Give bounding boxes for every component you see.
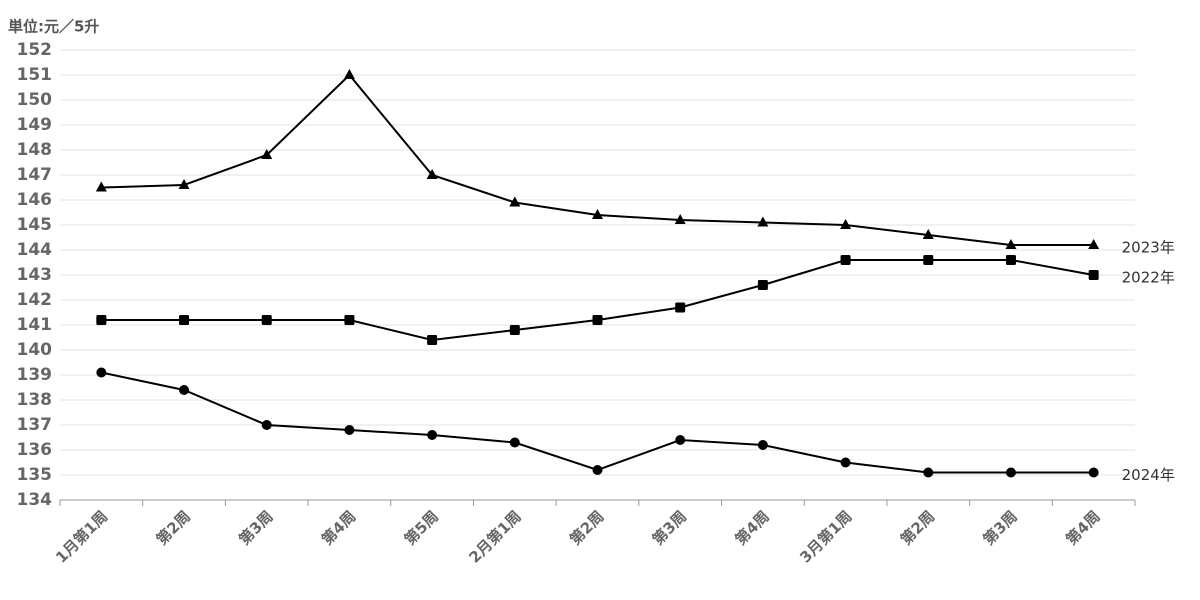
y-tick-label: 148 [17, 140, 53, 160]
point [509, 196, 521, 207]
point [1088, 239, 1100, 249]
point [261, 315, 272, 325]
point [840, 457, 851, 468]
series-label: 2024年 [1122, 466, 1175, 484]
point [344, 425, 355, 435]
series-label: 2023年 [1122, 239, 1175, 257]
point [675, 302, 686, 313]
point [95, 181, 107, 192]
unit-label: 単位:元／5升 [8, 18, 99, 36]
point [840, 255, 851, 265]
y-tick-label: 150 [17, 90, 53, 110]
y-tick-label: 145 [17, 215, 53, 235]
point [179, 315, 190, 325]
y-tick-label: 143 [17, 265, 53, 285]
point [1005, 239, 1017, 249]
y-tick-label: 140 [17, 340, 53, 360]
y-tick-label: 141 [17, 315, 53, 335]
x-tick-label: 第2周 [153, 507, 194, 548]
point [923, 255, 934, 265]
y-tick-label: 142 [17, 290, 53, 310]
point [1088, 270, 1099, 280]
point [757, 440, 768, 450]
y-tick-label: 138 [17, 390, 53, 410]
point [1005, 255, 1016, 265]
y-tick-label: 146 [17, 190, 53, 210]
point [426, 169, 438, 179]
x-tick-label: 1月第1周 [52, 507, 111, 566]
point [427, 335, 438, 345]
point [757, 280, 768, 290]
x-tick-label: 第4周 [1062, 507, 1103, 548]
x-tick-label: 第3周 [235, 507, 276, 548]
y-tick-label: 139 [17, 365, 53, 385]
x-tick-label: 第5周 [401, 507, 442, 548]
y-tick-label: 136 [17, 440, 53, 460]
y-tick-label: 147 [17, 165, 53, 185]
y-tick-label: 135 [17, 465, 53, 485]
series-line [101, 371, 1094, 474]
x-tick-label: 3月第1周 [796, 507, 855, 566]
point [178, 179, 190, 189]
x-tick-label: 第4周 [318, 507, 359, 548]
point [1088, 467, 1099, 478]
point [1005, 467, 1016, 478]
point [509, 325, 520, 335]
x-tick-label: 第3周 [980, 507, 1021, 548]
y-tick-label: 137 [17, 415, 53, 435]
y-tick-label: 152 [17, 40, 53, 60]
series-label: 2022年 [1122, 269, 1175, 287]
point [592, 465, 603, 475]
y-tick-label: 149 [17, 115, 53, 135]
point [675, 435, 686, 445]
x-tick-label: 第4周 [732, 507, 773, 548]
point [922, 229, 934, 239]
y-tick-label: 151 [17, 65, 53, 85]
point [509, 437, 520, 448]
point [179, 385, 190, 395]
y-tick-label: 134 [17, 490, 53, 510]
point [592, 315, 603, 325]
point [261, 149, 273, 159]
point [96, 367, 107, 378]
x-tick-label: 2月第1周 [466, 507, 525, 566]
x-tick-label: 第2周 [897, 507, 938, 548]
point [592, 209, 603, 219]
x-tick-label: 第2周 [566, 507, 607, 548]
point [344, 315, 355, 325]
point [427, 430, 438, 440]
point [757, 216, 769, 227]
point [96, 315, 107, 325]
point [343, 69, 355, 79]
y-tick-label: 144 [17, 240, 53, 260]
point [674, 214, 686, 224]
point [261, 420, 272, 430]
point [923, 467, 934, 478]
point [840, 219, 852, 229]
x-tick-label: 第3周 [649, 507, 690, 548]
